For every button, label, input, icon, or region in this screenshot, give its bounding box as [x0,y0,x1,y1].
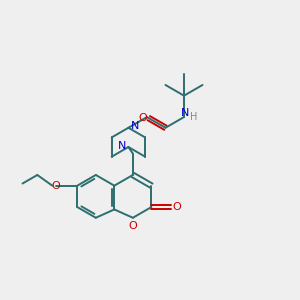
Text: N: N [131,121,139,131]
Text: O: O [138,113,147,123]
Text: O: O [128,221,136,231]
Text: O: O [173,202,182,212]
Text: N: N [181,108,190,118]
Text: O: O [52,181,60,191]
Text: N: N [118,140,126,151]
Text: H: H [190,112,197,122]
